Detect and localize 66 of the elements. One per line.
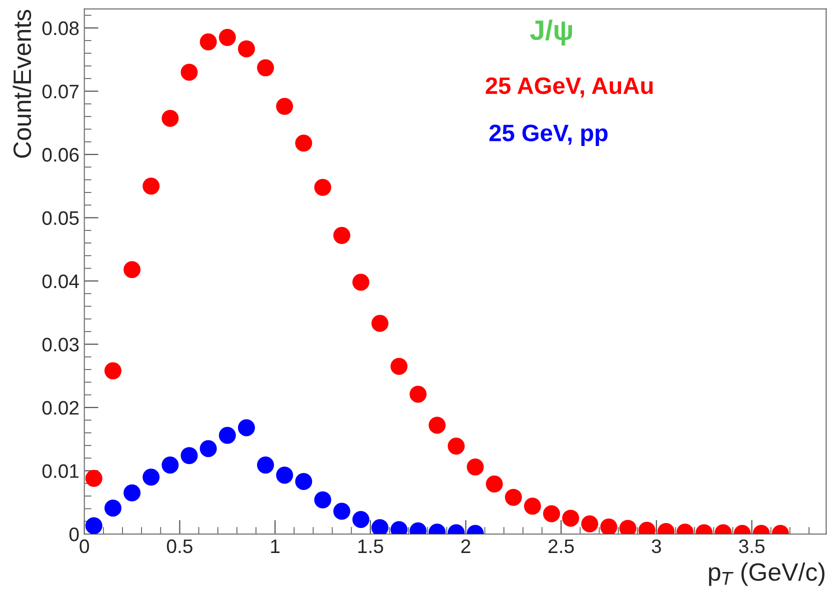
point bbox=[104, 500, 122, 517]
point bbox=[562, 510, 580, 527]
point bbox=[124, 261, 141, 278]
y-tick-label: 0.03 bbox=[42, 338, 79, 352]
x-tick-label: 3.5 bbox=[739, 539, 764, 554]
x-tick-label: 0 bbox=[80, 539, 89, 554]
x-axis-title: p$_{T}$ (GeV/c) bbox=[709, 562, 824, 586]
point bbox=[486, 476, 503, 493]
point bbox=[352, 510, 370, 528]
x-tick-label: 2.5 bbox=[548, 539, 574, 554]
point bbox=[257, 59, 274, 76]
x-tick-label: 2 bbox=[461, 539, 470, 553]
point bbox=[543, 505, 560, 522]
point bbox=[524, 498, 541, 515]
y-tick-label: 0.05 bbox=[42, 211, 79, 225]
point bbox=[162, 110, 179, 127]
y-tick-label: 0.01 bbox=[42, 464, 79, 478]
x-tick-label: 3 bbox=[652, 539, 662, 554]
point bbox=[314, 491, 332, 508]
point bbox=[124, 484, 141, 502]
point bbox=[200, 440, 217, 458]
x-tick-label: 0.5 bbox=[166, 539, 192, 554]
point bbox=[180, 447, 198, 464]
point bbox=[428, 416, 446, 434]
point bbox=[295, 134, 312, 152]
point bbox=[390, 358, 408, 375]
point bbox=[238, 40, 255, 58]
point bbox=[162, 456, 179, 474]
point bbox=[333, 502, 350, 520]
x-tick-label: 1.5 bbox=[358, 540, 384, 554]
point bbox=[352, 274, 370, 291]
y-tick-label: 0 bbox=[69, 527, 79, 542]
text: 25 GeV, pp bbox=[489, 124, 608, 146]
point bbox=[466, 458, 484, 476]
text: 25 AGeV, AuAu bbox=[486, 77, 653, 98]
point bbox=[314, 178, 332, 196]
point bbox=[85, 517, 102, 534]
point bbox=[600, 518, 618, 534]
point bbox=[238, 419, 255, 436]
point bbox=[142, 178, 160, 195]
point bbox=[410, 386, 427, 403]
point bbox=[371, 519, 388, 534]
y-tick-label: 0.02 bbox=[42, 400, 79, 415]
y-tick-label: 0.04 bbox=[42, 274, 79, 288]
y-axis-title: Count/Events bbox=[12, 10, 32, 158]
point bbox=[581, 515, 598, 532]
point bbox=[333, 226, 350, 244]
point bbox=[104, 362, 122, 380]
point bbox=[200, 33, 217, 50]
point bbox=[295, 473, 312, 490]
point bbox=[276, 98, 294, 115]
point bbox=[276, 466, 294, 484]
point bbox=[504, 488, 522, 506]
point bbox=[448, 438, 465, 455]
y-tick-label: 0.06 bbox=[42, 148, 79, 162]
point bbox=[371, 314, 388, 332]
y-tick-label: 0.08 bbox=[42, 21, 79, 36]
y-tick-label: 0.07 bbox=[42, 84, 79, 98]
point bbox=[180, 64, 198, 81]
point bbox=[218, 426, 236, 444]
chart-title: J/ψ bbox=[530, 20, 572, 46]
point bbox=[85, 470, 102, 487]
point bbox=[218, 28, 236, 46]
point bbox=[142, 468, 160, 486]
x-tick-label: 1 bbox=[271, 540, 280, 553]
point bbox=[257, 456, 274, 474]
